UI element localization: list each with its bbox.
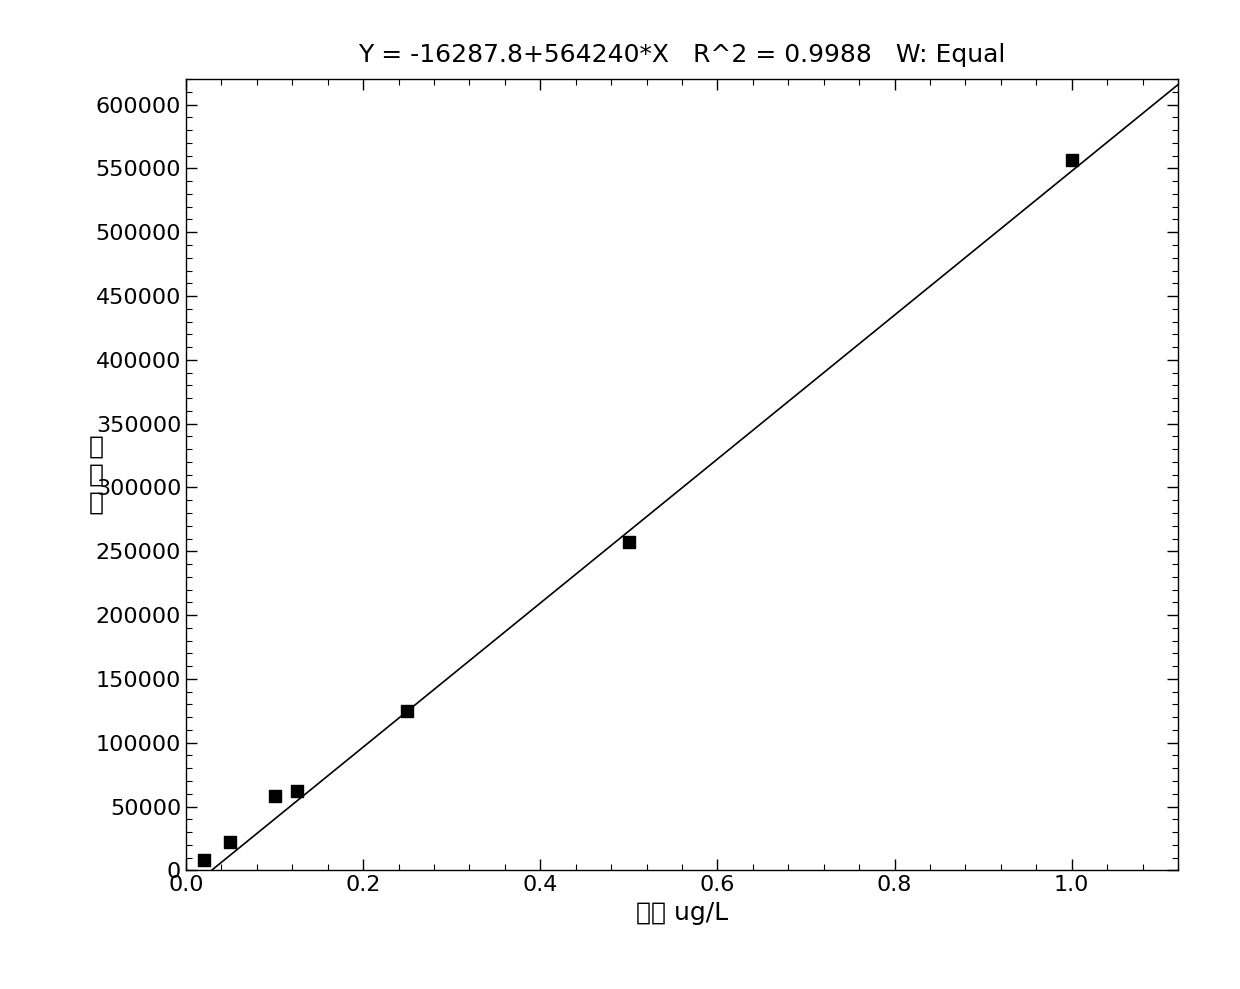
Title: Y = -16287.8+564240*X   R^2 = 0.9988   W: Equal: Y = -16287.8+564240*X R^2 = 0.9988 W: Eq…	[358, 44, 1006, 67]
Y-axis label: 峰
面
积: 峰 面 积	[89, 435, 104, 514]
Point	[398, 703, 418, 719]
Point	[193, 853, 213, 868]
X-axis label: 浓度 ug/L: 浓度 ug/L	[636, 901, 728, 925]
Point	[264, 788, 284, 804]
Point	[286, 783, 306, 799]
Point	[221, 835, 241, 851]
Point	[619, 534, 639, 550]
Point	[1061, 151, 1081, 167]
